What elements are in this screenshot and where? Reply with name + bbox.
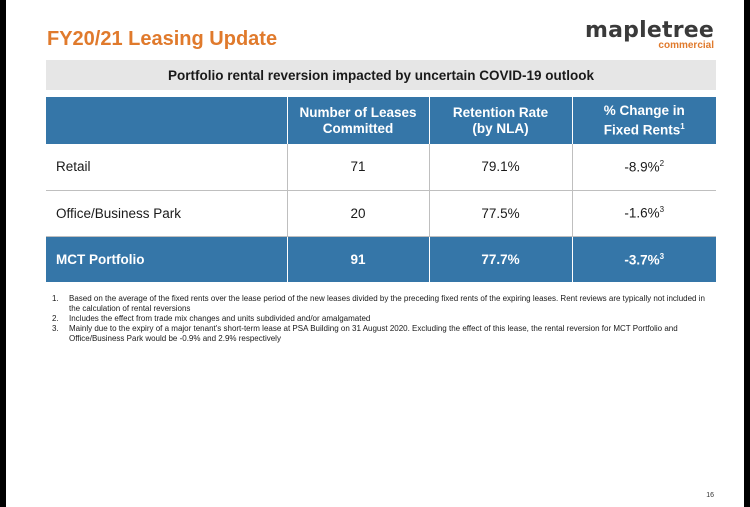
cell-change: -1.6%3 (572, 190, 716, 237)
header-line: Number of Leases (299, 104, 417, 120)
footnote-text: Includes the effect from trade mix chang… (69, 314, 371, 323)
cell-retention: 77.5% (429, 190, 573, 237)
header-retention-rate: Retention Rate (by NLA) (429, 97, 573, 144)
row-name: Retail (46, 144, 288, 191)
header-line: Fixed Rents (603, 122, 681, 138)
header-line: Retention Rate (452, 104, 549, 120)
headline-banner: Portfolio rental reversion impacted by u… (46, 60, 716, 90)
footnote-ref: 3 (659, 205, 665, 215)
footnote-ref: 3 (659, 251, 665, 261)
footnote-ref: 1 (680, 121, 685, 131)
header-segment (46, 97, 288, 144)
footnote-number: 2. (52, 314, 59, 323)
header-change-fixed-rents: % Change in Fixed Rents1 (572, 97, 716, 144)
mapletree-logo: mapletree commercial (585, 18, 714, 51)
logo-subtitle: commercial (658, 40, 714, 51)
footnote-ref: 2 (659, 159, 665, 168)
row-name: Office/Business Park (46, 190, 288, 237)
footnote-text: Based on the average of the fixed rents … (69, 294, 705, 313)
cell-leases: 91 (287, 236, 430, 282)
footnote: 1. Based on the average of the fixed ren… (52, 294, 716, 314)
footnote: 2. Includes the effect from trade mix ch… (52, 314, 716, 324)
table-row: Retail 71 79.1% -8.9%2 (46, 144, 716, 191)
header-line: (by NLA) (472, 120, 529, 136)
table-header-row: Number of Leases Committed Retention Rat… (46, 97, 716, 144)
cell-leases: 71 (287, 144, 430, 191)
logo-wordmark: mapletree (585, 18, 714, 43)
header-line: % Change in (603, 102, 685, 118)
cell-retention: 79.1% (429, 144, 573, 191)
footnotes: 1. Based on the average of the fixed ren… (52, 294, 716, 344)
footnote-number: 3. (52, 324, 59, 333)
page-number: 16 (706, 492, 714, 499)
cell-change: -8.9%2 (572, 144, 716, 191)
header-line: Committed (322, 120, 394, 136)
footnote: 3. Mainly due to the expiry of a major t… (52, 324, 716, 344)
table-row: Office/Business Park 20 77.5% -1.6%3 (46, 190, 716, 237)
table-total-row: MCT Portfolio 91 77.7% -3.7%3 (46, 236, 716, 282)
footnote-number: 1. (52, 294, 59, 303)
footnote-text: Mainly due to the expiry of a major tena… (69, 324, 678, 343)
row-name: MCT Portfolio (46, 236, 288, 282)
cell-leases: 20 (287, 190, 430, 237)
change-value: -1.6% (624, 205, 660, 221)
header-leases-committed: Number of Leases Committed (287, 97, 430, 144)
change-value: -8.9% (624, 159, 660, 175)
cell-change: -3.7%3 (572, 236, 716, 282)
leasing-table: Number of Leases Committed Retention Rat… (46, 97, 716, 282)
slide-title: FY20/21 Leasing Update (47, 28, 278, 50)
cell-retention: 77.7% (429, 236, 573, 282)
change-value: -3.7% (624, 252, 660, 267)
